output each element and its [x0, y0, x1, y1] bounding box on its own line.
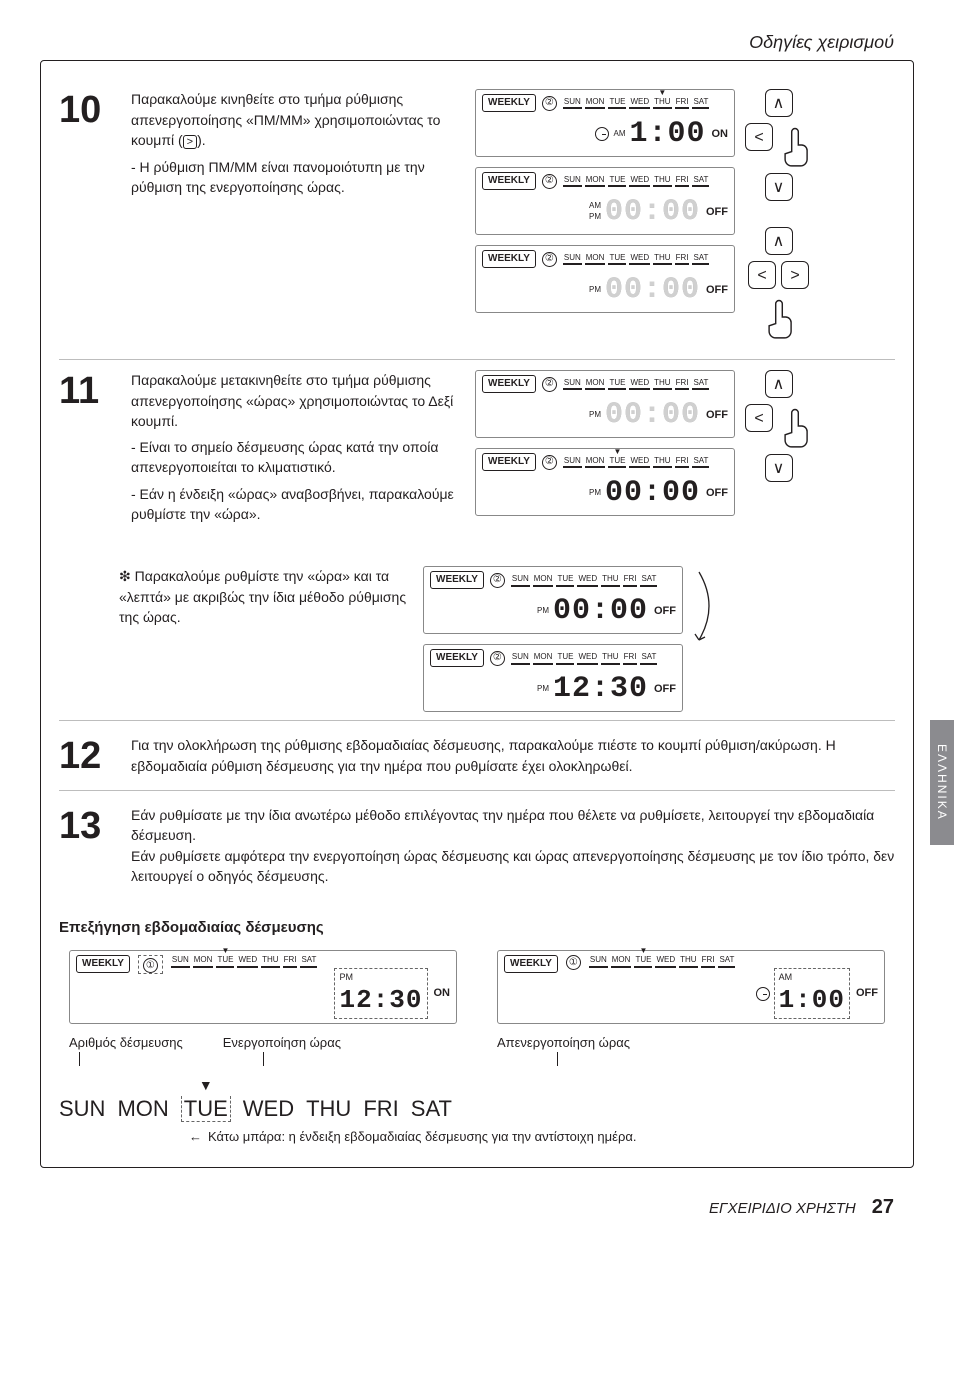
step12-text: Για την ολοκλήρωση της ρύθμισης εβδομαδι… — [131, 735, 895, 776]
up-button[interactable]: ∧ — [765, 370, 793, 398]
left-button[interactable]: < — [745, 404, 773, 432]
footer-title: ΕΓΧΕΙΡΙΔΙΟ ΧΡΗΣΤΗ — [709, 1199, 856, 1219]
time-dashbox: PM 12:30 — [334, 968, 427, 1019]
down-button[interactable]: ∨ — [765, 454, 793, 482]
section-heading: Επεξήγηση εβδομαδιαίας δέσμευσης — [59, 918, 895, 938]
down-button[interactable]: ∨ — [765, 173, 793, 201]
lcd-display: WEEKLY ② SUNMONTUEWEDTHUFRISAT PM 00:00 … — [475, 245, 735, 313]
lcd-display: WEEKLY ② SUNMONTUEWEDTHUFRISAT PM 00:00 … — [475, 448, 735, 516]
step11-text1: Παρακαλούμε μετακινηθείτε στο τμήμα ρύθμ… — [131, 370, 461, 431]
lcd-display: WEEKLY ② SUNMONTUEWEDTHUFRISAT PM 00:00 … — [475, 370, 735, 438]
lcd-display: WEEKLY ② SUNMONTUEWEDTHUFRISAT PM 00:00 … — [423, 566, 683, 634]
step-number: 10 — [59, 89, 117, 339]
lcd-display-on: WEEKLY ① SUNMONTUEWEDTHUFRISAT PM 12:30 — [69, 950, 457, 1024]
step-12: 12 Για την ολοκλήρωση της ρύθμισης εβδομ… — [59, 720, 895, 790]
days-row: SUNMONTUEWEDTHUFRISAT — [563, 97, 710, 110]
step11-sub-text: ❇ Παρακαλούμε ρυθμίστε την «ώρα» και τα … — [119, 566, 409, 627]
step11-text3: - Εάν η ένδειξη «ώρας» αναβοσβήνει, παρα… — [131, 484, 461, 525]
lcd-display: WEEKLY ② SUNMONTUEWEDTHUFRISAT AM 1:00 O… — [475, 89, 735, 157]
curve-arrow-icon — [693, 566, 723, 646]
up-button[interactable]: ∧ — [765, 227, 793, 255]
step10-text1: Παρακαλούμε κινηθείτε στο τμήμα ρύθμισης… — [131, 89, 461, 151]
lcd-display: WEEKLY ② SUNMONTUEWEDTHUFRISAT AMPM 00:0… — [475, 167, 735, 235]
clock-icon — [595, 127, 609, 141]
preset-number-icon: ② — [542, 96, 557, 111]
step13-text1: Εάν ρυθμίσατε με την ίδια ανωτέρω μέθοδο… — [131, 805, 895, 846]
clock-icon — [756, 987, 770, 1001]
underbar-caption: ← Κάτω μπάρα: η ένδειξη εβδομαδιαίας δέσ… — [189, 1128, 636, 1146]
time-dashbox: AM 1:00 — [774, 968, 850, 1019]
page-header: Οδηγίες χειρισμού — [40, 30, 914, 54]
label-activation-time: Ενεργοποίηση ώρας — [223, 1034, 341, 1066]
label-deactivation-time: Απενεργοποίηση ώρας — [497, 1034, 630, 1066]
step13-text2: Εάν ρυθμίσετε αμφότερα την ενεργοποίηση … — [131, 846, 895, 887]
right-button[interactable]: > — [781, 261, 809, 289]
time-display: 1:00 — [629, 114, 705, 155]
page-footer: ΕΓΧΕΙΡΙΔΙΟ ΧΡΗΣΤΗ 27 — [40, 1168, 914, 1221]
page-number: 27 — [872, 1194, 894, 1221]
preset-dashbox: ① — [138, 955, 163, 974]
left-button[interactable]: < — [745, 123, 773, 151]
label-reservation-number: Αριθμός δέσμευσης — [69, 1034, 183, 1066]
step-10: 10 Παρακαλούμε κινηθείτε στο τμήμα ρύθμι… — [59, 79, 895, 359]
lcd-display-off: WEEKLY ① SUNMONTUEWEDTHUFRISAT AM 1:00 — [497, 950, 885, 1024]
language-tab: ΕΛΛΗΝΙΚΑ — [930, 720, 954, 845]
left-arrow-icon: ← — [189, 1128, 202, 1146]
step10-text2: - Η ρύθμιση ΠΜ/ΜΜ είναι πανομοιότυπη με … — [131, 157, 461, 198]
hand-icon — [762, 295, 796, 339]
right-arrow-icon: > — [183, 135, 197, 149]
left-button[interactable]: < — [748, 261, 776, 289]
weekly-tag: WEEKLY — [482, 94, 536, 112]
step-11: 11 Παρακαλούμε μετακινηθείτε στο τμήμα ρ… — [59, 359, 895, 550]
explain-block: WEEKLY ① SUNMONTUEWEDTHUFRISAT PM 12:30 — [59, 950, 895, 1066]
up-button[interactable]: ∧ — [765, 89, 793, 117]
on-label: ON — [710, 127, 729, 142]
lcd-display: WEEKLY ② SUNMONTUEWEDTHUFRISAT PM 12:30 … — [423, 644, 683, 712]
big-days-row: SUN MON TUE WED THU FRI SAT — [59, 1094, 895, 1124]
step-13: 13 Εάν ρυθμίσατε με την ίδια ανωτέρω μέθ… — [59, 790, 895, 900]
hand-icon — [778, 404, 812, 448]
step-11-sub: ❇ Παρακαλούμε ρυθμίστε την «ώρα» και τα … — [59, 550, 895, 720]
hand-icon — [778, 123, 812, 167]
step11-text2: - Είναι το σημείο δέσμευσης ώρας κατά τη… — [131, 437, 461, 478]
